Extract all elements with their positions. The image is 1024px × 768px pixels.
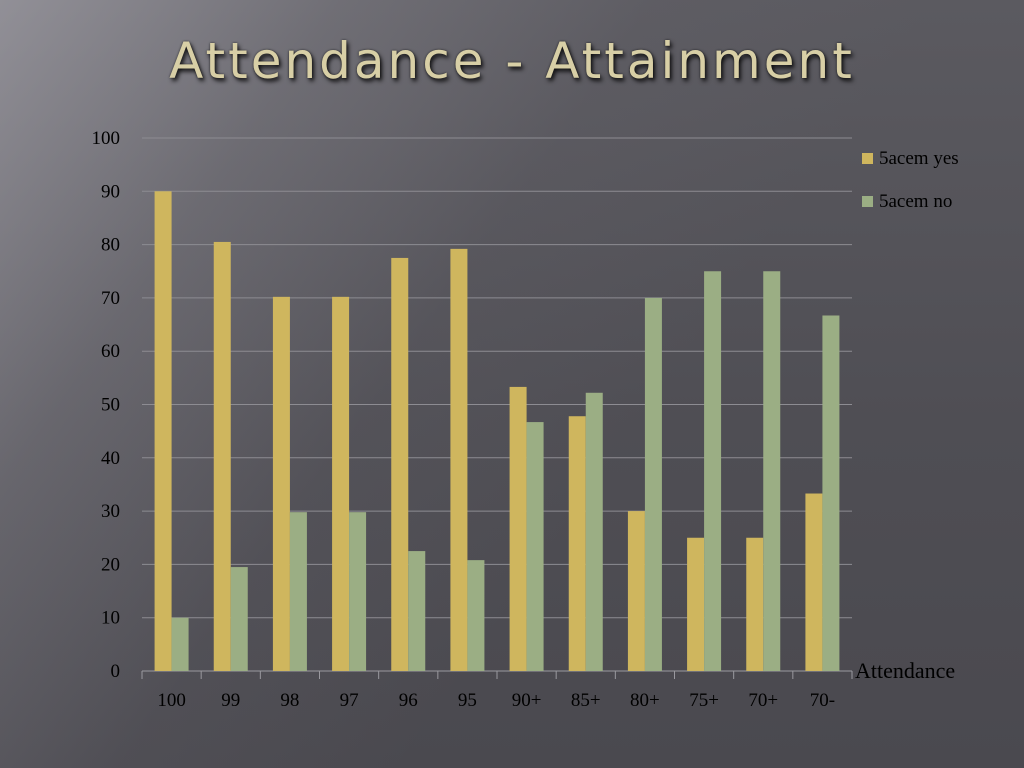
legend-swatch (862, 153, 873, 164)
legend-swatch (862, 196, 873, 207)
bar-no (585, 392, 603, 671)
bar-yes (391, 257, 409, 671)
bar-yes (805, 493, 823, 671)
x-tick-label: 100 (157, 690, 186, 711)
bar-yes (568, 416, 586, 671)
bar-yes (332, 296, 350, 671)
x-axis-title: Attendance (855, 658, 955, 683)
x-tick-label: 70+ (748, 690, 778, 711)
y-tick-label: 80 (101, 235, 120, 256)
y-tick-label: 10 (101, 608, 120, 629)
y-tick-label: 40 (101, 448, 120, 469)
bar-yes (272, 296, 290, 671)
x-tick-label: 80+ (630, 690, 660, 711)
bar-yes (687, 537, 705, 671)
bar-yes (450, 248, 468, 671)
bar-no (467, 560, 485, 671)
bar-no (408, 551, 426, 671)
bars (154, 191, 840, 672)
y-tick-label: 50 (101, 395, 120, 416)
x-axis: 100 99 98 97 96 95 90+ 85+ 80+ 75+ 70+ 70- (141, 670, 853, 711)
bar-no (230, 567, 248, 671)
bar-yes (213, 241, 231, 671)
y-tick-label: 20 (101, 554, 120, 575)
bar-no (171, 617, 189, 671)
y-tick-label: 60 (101, 341, 120, 362)
bar-no (822, 315, 840, 671)
bar-no (704, 271, 722, 671)
bar-yes (154, 191, 172, 672)
y-tick-label: 70 (101, 288, 120, 309)
x-tick-label: 97 (340, 690, 359, 711)
legend: 5acem yes 5acem no (862, 148, 959, 212)
bar-no (289, 512, 307, 671)
x-tick-label: 85+ (571, 690, 601, 711)
gridlines (142, 137, 852, 672)
y-tick-label: 0 (111, 661, 121, 682)
x-tick-label: 96 (399, 690, 418, 711)
bar-yes (627, 511, 645, 671)
bar-no (349, 512, 367, 671)
bar-no (644, 297, 662, 671)
legend-label: 5acem no (879, 191, 952, 212)
x-tick-label: 70- (810, 690, 835, 711)
y-tick-label: 30 (101, 501, 120, 522)
bar-yes (746, 537, 764, 671)
x-tick-label: 99 (221, 690, 240, 711)
bar-no (763, 271, 781, 671)
bar-no (526, 422, 544, 671)
slide-title: Attendance - Attainment (169, 32, 855, 90)
x-tick-label: 90+ (512, 690, 542, 711)
x-tick-label: 75+ (689, 690, 719, 711)
y-tick-label: 90 (101, 181, 120, 202)
bar-yes (509, 386, 527, 671)
legend-label: 5acem yes (879, 148, 959, 169)
y-axis-ticks: 0 10 20 30 40 50 60 70 80 90 100 (92, 128, 121, 682)
x-tick-label: 95 (458, 690, 477, 711)
y-tick-label: 100 (92, 128, 121, 149)
x-tick-label: 98 (280, 690, 299, 711)
